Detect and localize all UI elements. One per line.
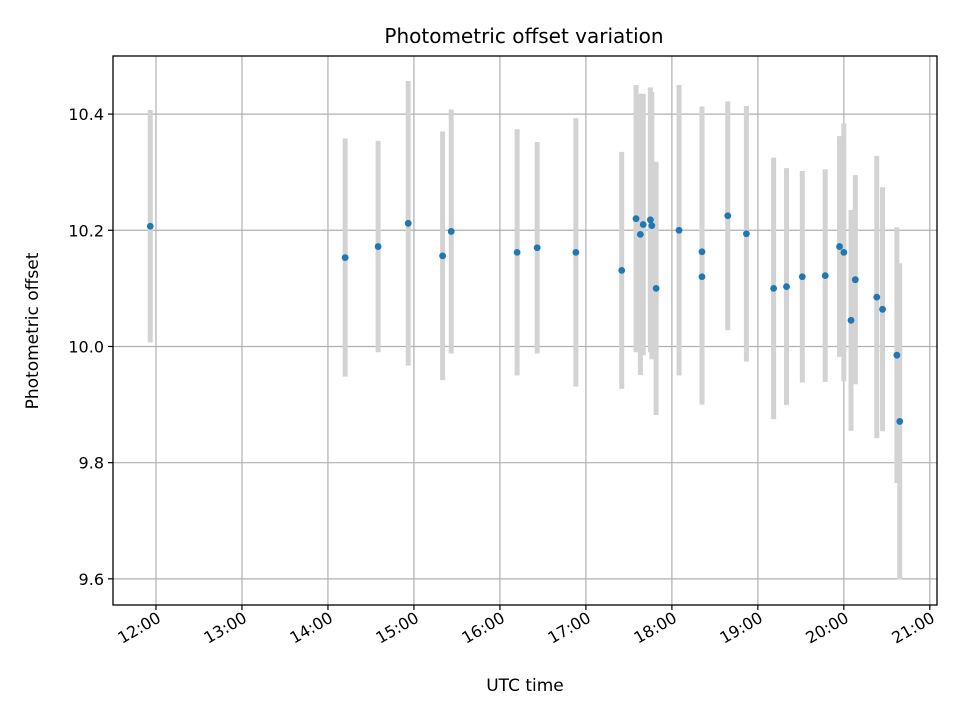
x-tick-label: 17:00 — [544, 608, 593, 648]
data-point — [636, 230, 644, 238]
x-axis-ticks: 12:00 13:00 14:00 15:00 16:00 17:00 18:00 19:00… — [115, 605, 938, 648]
error-bars — [147, 80, 903, 580]
data-point — [724, 212, 732, 220]
data-point — [648, 222, 656, 230]
y-tick-label: 9.8 — [79, 454, 104, 473]
data-point — [632, 215, 640, 223]
y-tick-label: 10.2 — [68, 221, 104, 240]
data-point — [639, 221, 647, 228]
data-point — [404, 219, 412, 227]
data-point — [896, 418, 904, 425]
data-point — [873, 293, 881, 301]
data-point — [341, 254, 349, 261]
data-point — [439, 252, 446, 260]
x-tick-label: 15:00 — [373, 608, 422, 648]
x-tick-label: 13:00 — [201, 608, 250, 648]
data-points — [146, 212, 904, 425]
x-tick-label: 19:00 — [716, 608, 765, 648]
data-point — [652, 284, 660, 292]
y-tick-label: 10.0 — [68, 337, 104, 356]
data-point — [770, 284, 778, 292]
data-point — [743, 230, 750, 238]
data-point — [146, 222, 154, 230]
data-point — [847, 316, 855, 324]
x-tick-label: 16:00 — [458, 608, 507, 648]
data-point — [893, 351, 901, 359]
data-point — [836, 243, 843, 250]
grid — [113, 56, 937, 605]
x-tick-label: 12:00 — [115, 608, 164, 648]
y-tick-label: 10.4 — [68, 105, 104, 124]
data-point — [513, 248, 521, 256]
x-tick-label: 20:00 — [802, 608, 851, 648]
data-point — [851, 276, 859, 284]
data-point — [447, 228, 455, 235]
plot-frame — [112, 55, 938, 606]
data-point — [798, 273, 806, 281]
data-point — [374, 243, 382, 250]
y-axis-ticks: 9.6 9.8 10.0 10.2 10.4 — [68, 105, 113, 589]
data-point — [646, 216, 654, 224]
x-tick-label: 18:00 — [630, 608, 679, 648]
data-point — [533, 244, 541, 252]
data-point — [572, 248, 580, 256]
x-axis-label: UTC time — [486, 676, 564, 696]
data-point — [618, 266, 626, 274]
data-point — [821, 272, 829, 279]
data-point — [698, 273, 706, 281]
x-tick-label: 21:00 — [888, 608, 937, 648]
data-point — [840, 248, 848, 256]
data-point — [879, 305, 886, 313]
x-tick-label: 14:00 — [287, 608, 336, 648]
chart-title: Photometric offset variation — [384, 24, 663, 48]
data-point — [698, 248, 706, 256]
data-point — [675, 226, 683, 234]
y-tick-label: 9.6 — [79, 570, 104, 589]
data-point — [783, 283, 790, 291]
y-axis-label: Photometric offset — [23, 252, 43, 409]
